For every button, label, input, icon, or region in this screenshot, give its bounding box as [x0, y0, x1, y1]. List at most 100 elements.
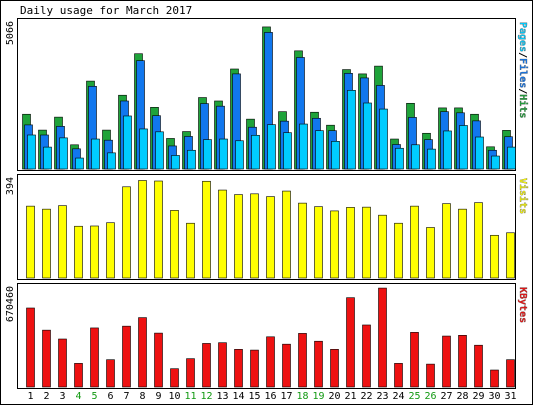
x-tick-label: 5 [91, 391, 97, 402]
legend-separator: / [517, 88, 528, 94]
bar-kbytes-day-29 [474, 344, 483, 388]
bar-pages-day-6 [107, 152, 116, 170]
bar-pages-day-3 [59, 137, 68, 170]
bar-pages-day-1 [27, 134, 36, 170]
bar-pages-day-10 [171, 155, 180, 170]
bar-pages-day-22 [363, 102, 372, 170]
bar-visits-day-26 [426, 227, 435, 279]
bar-pages-day-20 [331, 141, 340, 170]
bar-kbytes-day-19 [314, 340, 323, 388]
bar-pages-day-18 [299, 123, 308, 170]
bar-kbytes-day-14 [234, 349, 243, 388]
bar-visits-day-29 [474, 202, 483, 279]
legend-separator: / [517, 52, 528, 58]
bar-visits-day-21 [346, 207, 355, 279]
y-max-label: 5066 [5, 21, 16, 45]
bar-kbytes-day-22 [362, 324, 371, 388]
y-max-label: 394 [5, 177, 16, 195]
x-tick-label: 18 [296, 391, 308, 402]
bar-kbytes-day-15 [250, 349, 259, 388]
bar-pages-day-14 [235, 140, 244, 170]
bar-visits-day-27 [442, 203, 451, 279]
right-legend-label: Pages/Files/Hits [517, 22, 529, 118]
bar-kbytes-day-21 [346, 297, 355, 388]
bar-visits-day-20 [330, 210, 339, 279]
bar-kbytes-day-2 [42, 329, 51, 388]
bar-visits-day-2 [42, 208, 51, 279]
x-tick-label: 27 [440, 391, 452, 402]
right-legend-label: KBytes [517, 287, 528, 323]
x-tick-label: 31 [504, 391, 516, 402]
bar-kbytes-day-16 [266, 336, 275, 388]
bar-visits-day-30 [490, 234, 499, 279]
x-tick-label: 29 [472, 391, 484, 402]
bar-kbytes-day-23 [378, 287, 387, 388]
bar-pages-day-17 [283, 132, 292, 170]
x-tick-label: 28 [456, 391, 468, 402]
bar-kbytes-day-8 [138, 317, 147, 388]
x-tick-label: 15 [248, 391, 260, 402]
bar-pages-day-24 [395, 147, 404, 170]
bar-visits-day-17 [282, 190, 291, 279]
bar-visits-day-15 [250, 193, 259, 279]
y-max-label: 670460 [5, 286, 16, 322]
x-tick-label: 11 [184, 391, 196, 402]
x-tick-label: 22 [360, 391, 372, 402]
bar-pages-day-5 [91, 138, 100, 170]
chart-panels: 5066 Pages/Files/Hits 394 Visits 670460 KByte… [5, 18, 529, 389]
x-tick-label: 17 [280, 391, 292, 402]
bar-pages-day-23 [379, 108, 388, 170]
bar-kbytes-day-11 [186, 358, 195, 388]
bar-kbytes-day-12 [202, 343, 211, 388]
bar-visits-day-8 [138, 180, 147, 279]
bar-visits-day-18 [298, 202, 307, 279]
bar-visits-day-31 [506, 232, 515, 279]
legend-visits: Visits [517, 178, 529, 214]
bar-kbytes-day-28 [458, 335, 467, 388]
bar-visits-day-9 [154, 180, 163, 279]
bar-visits-day-11 [186, 222, 195, 279]
x-tick-label: 19 [312, 391, 324, 402]
bar-kbytes-day-20 [330, 349, 339, 388]
bar-visits-day-19 [314, 206, 323, 279]
bar-kbytes-day-17 [282, 343, 291, 388]
bar-visits-day-5 [90, 225, 99, 279]
bar-visits-day-1 [26, 205, 35, 279]
legend-kbytes: KBytes [517, 287, 528, 323]
bar-visits-day-7 [122, 186, 131, 279]
bar-pages-day-9 [155, 131, 164, 170]
bar-pages-day-19 [315, 130, 324, 170]
bar-pages-day-11 [187, 149, 196, 170]
bar-kbytes-day-18 [298, 333, 307, 388]
bar-pages-day-2 [43, 146, 52, 170]
x-tick-label: 6 [107, 391, 113, 402]
x-tick-label: 13 [216, 391, 228, 402]
bar-kbytes-day-6 [106, 359, 115, 388]
bar-visits-day-12 [202, 180, 211, 279]
x-tick-label: 10 [168, 391, 180, 402]
x-tick-label: 9 [155, 391, 161, 402]
bar-kbytes-day-27 [442, 335, 451, 388]
bar-visits-day-28 [458, 208, 467, 279]
bar-visits-day-6 [106, 222, 115, 279]
bar-pages-day-13 [219, 138, 228, 170]
x-tick-label: 8 [139, 391, 145, 402]
x-tick-label: 14 [232, 391, 244, 402]
bar-pages-day-4 [75, 157, 84, 170]
bar-kbytes-day-4 [74, 363, 83, 388]
bar-pages-day-25 [411, 144, 420, 170]
x-tick-label: 23 [376, 391, 388, 402]
bar-visits-day-25 [410, 205, 419, 279]
bar-kbytes-day-13 [218, 342, 227, 388]
x-tick-label: 2 [43, 391, 49, 402]
bar-kbytes-day-30 [490, 369, 499, 388]
x-tick-label: 7 [123, 391, 129, 402]
x-tick-label: 21 [344, 391, 356, 402]
bar-kbytes-day-3 [58, 338, 67, 388]
panel-usage: 5066 Pages/Files/Hits [5, 18, 529, 171]
bar-pages-day-15 [251, 134, 260, 170]
bar-kbytes-day-25 [410, 332, 419, 388]
bar-kbytes-day-5 [90, 327, 99, 388]
x-tick-label: 12 [200, 391, 212, 402]
